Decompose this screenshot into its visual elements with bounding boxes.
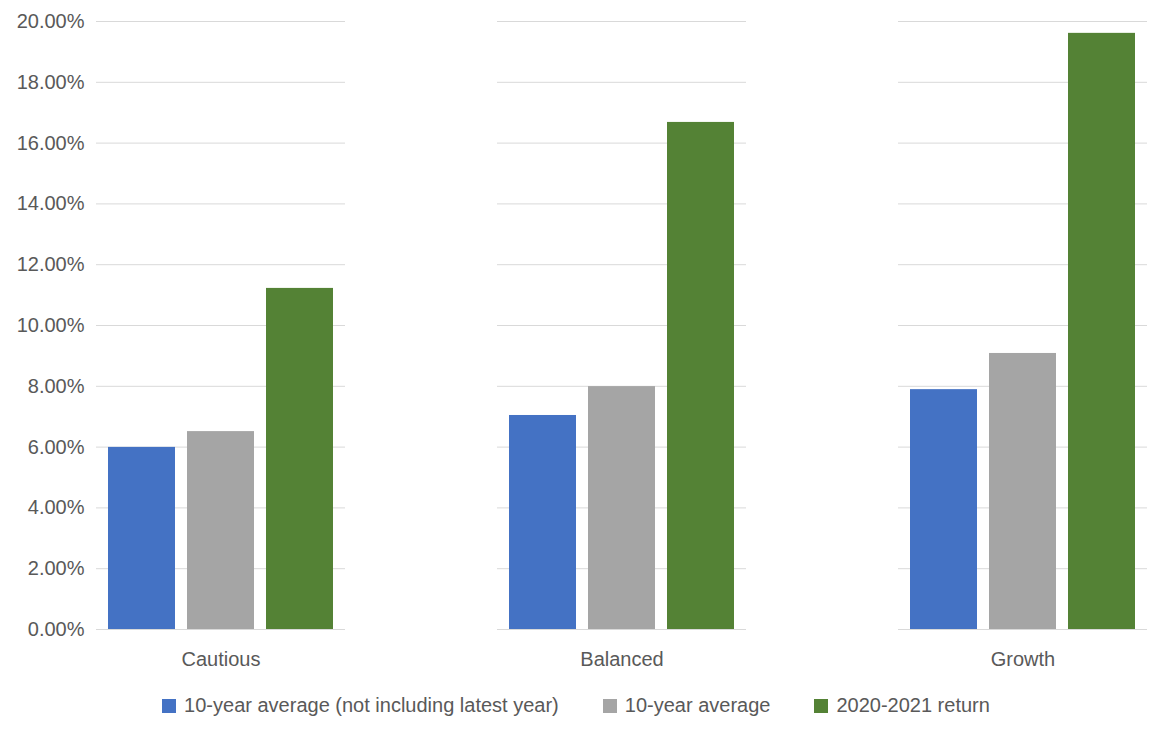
svg-text:14.00%: 14.00% [17,192,85,214]
svg-text:12.00%: 12.00% [17,253,85,275]
html-text:10-year average: 10-year average [624,694,771,716]
svg-text:Balanced: Balanced [580,648,663,670]
svg-text:8.00%: 8.00% [28,375,85,397]
svg-text:16.00%: 16.00% [17,132,85,154]
html-text:2020-2021 return: 2020-2021 return [836,694,990,716]
svg-text:20.00%: 20.00% [17,10,85,32]
svg-text:2.00%: 2.00% [28,557,85,579]
svg-text:0.00%: 0.00% [28,618,85,640]
svg-text:6.00%: 6.00% [28,436,85,458]
html-text:10-year average (not including: 10-year average (not including latest ye… [184,694,559,716]
svg-text:Cautious: Cautious [182,648,261,670]
svg-text:10.00%: 10.00% [17,314,85,336]
svg-text:Growth: Growth [991,648,1055,670]
svg-text:4.00%: 4.00% [28,496,85,518]
svg-text:18.00%: 18.00% [17,71,85,93]
